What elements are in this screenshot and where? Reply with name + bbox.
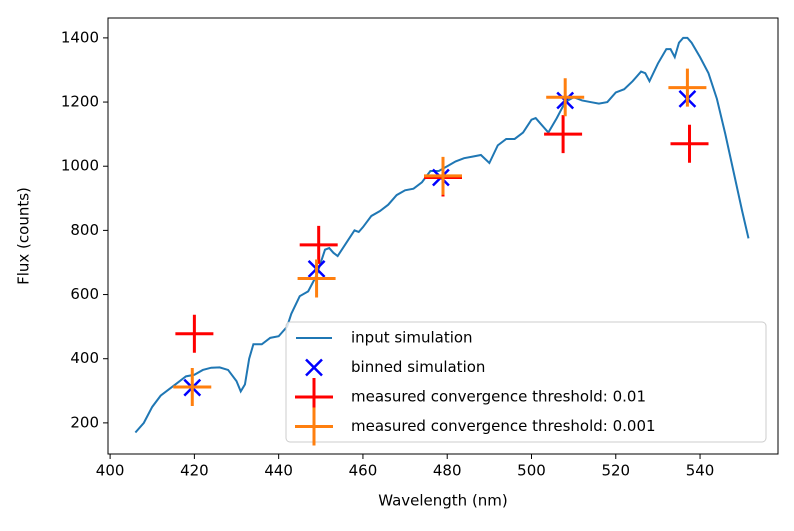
point	[424, 156, 462, 195]
point	[670, 124, 709, 163]
point	[546, 78, 585, 117]
y-tick-label: 400	[70, 349, 99, 367]
legend-label: input simulation	[351, 329, 473, 347]
x-tick-label: 520	[601, 462, 630, 480]
x-tick-label: 420	[180, 462, 209, 480]
point	[668, 68, 707, 107]
legend-label: measured convergence threshold: 0.01	[351, 388, 646, 406]
y-tick-label: 1400	[61, 28, 99, 46]
y-tick-label: 200	[70, 413, 99, 431]
point	[299, 225, 338, 264]
legend-swatch	[305, 358, 323, 377]
point	[175, 314, 214, 353]
point	[297, 259, 336, 298]
x-tick-label: 540	[686, 462, 715, 480]
legend-box	[285, 321, 767, 443]
point	[173, 367, 212, 406]
x-tick-label: 440	[264, 462, 293, 480]
line	[134, 36, 750, 434]
x-tick-label: 400	[96, 462, 125, 480]
y-axis-label: Flux (counts)	[15, 187, 33, 285]
x-axis-label: Wavelength (nm)	[378, 492, 508, 510]
x-tick-label: 480	[433, 462, 462, 480]
x-tick-label: 500	[517, 462, 546, 480]
legend-label: measured convergence threshold: 0.001	[351, 417, 656, 435]
legend-label: binned simulation	[351, 358, 485, 376]
y-tick-label: 800	[70, 221, 99, 239]
legend-swatch	[295, 407, 333, 446]
y-tick-label: 1000	[61, 157, 99, 175]
y-tick-label: 600	[70, 285, 99, 303]
point	[544, 115, 583, 154]
plot-frame	[107, 17, 779, 455]
x-tick-label: 460	[349, 462, 378, 480]
y-tick-label: 1200	[61, 93, 99, 111]
